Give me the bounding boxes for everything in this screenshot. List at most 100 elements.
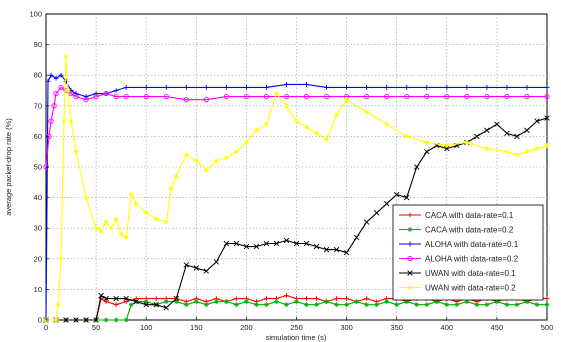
data-point (344, 302, 349, 308)
x-tick-label: 300 (340, 323, 353, 332)
data-point (123, 299, 129, 305)
data-point (113, 216, 119, 222)
data-point (474, 133, 480, 140)
data-point (93, 91, 99, 96)
data-point (83, 195, 89, 200)
data-point (284, 81, 289, 87)
data-point (404, 93, 410, 100)
data-point (93, 225, 99, 231)
data-point (344, 85, 349, 90)
data-point (444, 85, 450, 90)
data-point (113, 317, 119, 323)
data-point (213, 259, 220, 265)
data-point (123, 234, 129, 240)
data-point (324, 299, 329, 305)
data-point (314, 302, 319, 308)
data-point (504, 149, 510, 155)
data-point (173, 295, 179, 302)
data-point (193, 299, 199, 305)
data-point (414, 302, 420, 308)
data-point (404, 134, 410, 139)
data-point (424, 302, 430, 308)
data-point (118, 231, 124, 237)
x-tick-label: 500 (541, 323, 554, 332)
data-point (173, 299, 179, 305)
data-point (133, 201, 139, 207)
data-point (203, 268, 210, 274)
data-point (163, 93, 169, 100)
data-point (163, 85, 169, 90)
data-point (58, 256, 64, 262)
data-point (323, 93, 330, 100)
data-point (414, 164, 420, 170)
data-point (334, 302, 339, 308)
data-point (61, 118, 67, 124)
data-point (193, 265, 200, 271)
y-tick-label: 20 (34, 254, 42, 263)
data-point (534, 302, 540, 308)
data-point (123, 317, 129, 323)
y-tick-label: 50 (34, 163, 42, 172)
data-point (313, 243, 320, 250)
data-point (63, 317, 69, 323)
legend-marker (407, 255, 413, 262)
data-point (243, 93, 250, 100)
data-point (544, 115, 550, 121)
series-3 (43, 72, 550, 323)
data-point (363, 219, 370, 225)
data-point (264, 121, 269, 127)
data-point (244, 299, 249, 305)
data-point (544, 85, 550, 90)
data-point (123, 85, 129, 90)
data-point (163, 219, 169, 225)
data-point (183, 302, 189, 308)
data-point (324, 137, 329, 142)
data-point (173, 173, 179, 179)
data-point (484, 302, 490, 308)
data-point (233, 296, 239, 301)
x-tick-label: 250 (290, 323, 303, 332)
data-point (73, 317, 79, 323)
x-tick-label: 50 (92, 323, 100, 332)
data-point (73, 149, 79, 155)
data-point (524, 299, 530, 305)
legend-item: CACA with data-rate=0.1 (399, 211, 514, 220)
data-point (274, 91, 279, 96)
data-point (58, 84, 64, 91)
x-tick-label: 200 (240, 323, 253, 332)
axis-ticks: 0 50 100 150 200 250 300 350 400 450 500 0 10 20 30 40 5… (29, 10, 553, 333)
data-point (393, 191, 400, 198)
data-point (474, 302, 480, 308)
data-point (404, 85, 410, 90)
data-point (524, 85, 530, 90)
data-point (264, 302, 269, 308)
data-point (263, 240, 270, 247)
data-point (504, 93, 510, 100)
data-point (464, 299, 470, 305)
data-point (304, 124, 309, 130)
data-point (524, 127, 530, 133)
data-point (253, 243, 260, 250)
data-point (143, 210, 149, 216)
legend-box (392, 204, 544, 301)
data-point (183, 85, 189, 90)
legend-marker (407, 227, 413, 232)
data-point (263, 93, 270, 100)
y-tick-label: 30 (34, 224, 42, 233)
data-point (55, 302, 61, 308)
legend-label: ALOHA with data-rate=0.2 (425, 255, 519, 264)
x-tick-label: 150 (190, 323, 203, 332)
data-point (364, 85, 370, 90)
data-point (284, 302, 289, 308)
data-point (524, 93, 530, 100)
data-point (168, 186, 174, 191)
data-point (274, 299, 279, 305)
data-point (153, 296, 159, 301)
data-point (524, 149, 530, 155)
data-point (65, 88, 71, 93)
data-point (233, 240, 240, 247)
data-point (424, 93, 430, 100)
y-tick-label: 100 (29, 10, 42, 19)
data-point (283, 237, 290, 244)
data-point (324, 85, 329, 90)
